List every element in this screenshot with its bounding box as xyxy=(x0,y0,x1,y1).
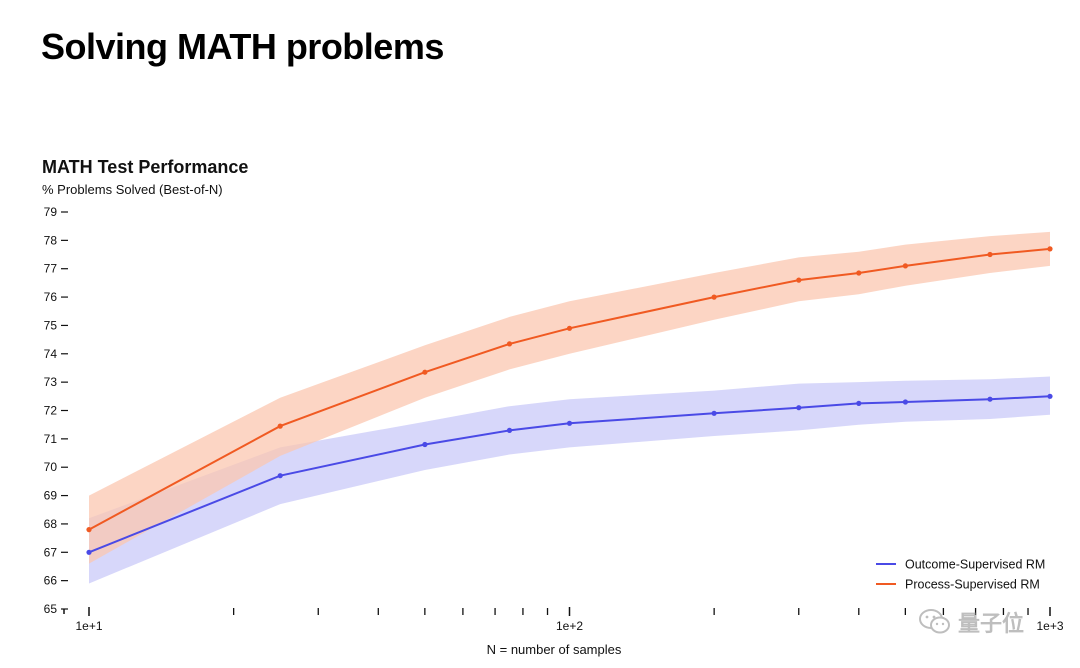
y-tick-label: 65 xyxy=(44,602,58,616)
x-axis-label: N = number of samples xyxy=(487,642,622,657)
outcome-supervised-rm-point xyxy=(796,405,802,411)
confidence-bands xyxy=(89,231,1050,584)
x-tick-label: 1e+3 xyxy=(1036,619,1063,633)
y-tick-label: 74 xyxy=(44,347,58,361)
process-supervised-rm-point xyxy=(86,527,92,533)
outcome-supervised-rm-point xyxy=(856,400,862,406)
process-supervised-rm-point xyxy=(856,270,862,276)
process-supervised-rm-point xyxy=(422,369,428,375)
y-axis: 65 66 67 68 69 70 71 72 73 74 75 76 77 78 79 xyxy=(44,205,68,616)
wechat-logo-icon xyxy=(919,609,950,634)
y-tick-label: 67 xyxy=(44,545,58,559)
process-supervised-rm-point xyxy=(277,423,283,429)
y-tick-label: 71 xyxy=(44,432,58,446)
x-axis: 1e+1 1e+2 1e+3 xyxy=(63,607,1064,633)
y-tick-label: 69 xyxy=(44,489,58,503)
y-tick-label: 72 xyxy=(44,404,58,418)
y-tick-label: 76 xyxy=(44,290,58,304)
outcome-supervised-rm-point xyxy=(987,396,993,402)
page-title: Solving MATH problems xyxy=(41,26,444,67)
y-axis-label: % Problems Solved (Best-of-N) xyxy=(42,182,223,197)
process-supervised-rm-point xyxy=(506,341,513,347)
process-supervised-rm-band xyxy=(89,231,1050,564)
process-supervised-rm-point xyxy=(796,277,802,283)
legend-label: Outcome-Supervised RM xyxy=(905,558,1045,572)
legend: Outcome-Supervised RM Process-Supervised … xyxy=(876,558,1045,592)
series-points xyxy=(86,246,1053,555)
chart-title: MATH Test Performance xyxy=(42,157,249,177)
process-supervised-rm-point xyxy=(902,263,909,269)
y-tick-label: 70 xyxy=(44,460,58,474)
outcome-supervised-rm-point xyxy=(902,399,909,405)
process-supervised-rm-point xyxy=(711,294,717,300)
y-tick-label: 73 xyxy=(44,375,58,389)
y-tick-label: 66 xyxy=(44,574,58,588)
watermark-text: 量子位 xyxy=(958,611,1025,636)
outcome-supervised-rm-point xyxy=(506,427,513,433)
outcome-supervised-rm-point xyxy=(711,410,717,416)
watermark: 量子位 xyxy=(918,606,1024,638)
process-supervised-rm-point xyxy=(1047,246,1053,252)
outcome-supervised-rm-point xyxy=(86,549,92,555)
process-supervised-rm-point xyxy=(987,251,993,258)
outcome-supervised-rm-band xyxy=(89,376,1050,584)
y-tick-label: 77 xyxy=(44,262,58,276)
legend-label: Process-Supervised RM xyxy=(905,578,1040,592)
y-tick-label: 68 xyxy=(44,517,58,531)
y-tick-label: 78 xyxy=(44,233,58,247)
process-supervised-rm-point xyxy=(566,325,573,331)
y-tick-label: 79 xyxy=(44,205,58,219)
outcome-supervised-rm-point xyxy=(422,441,428,448)
outcome-supervised-rm-point xyxy=(566,420,573,426)
outcome-supervised-rm-point xyxy=(1047,393,1053,399)
x-tick-label: 1e+1 xyxy=(75,619,102,633)
y-tick-label: 75 xyxy=(44,318,58,332)
x-tick-label: 1e+2 xyxy=(556,619,583,633)
outcome-supervised-rm-point xyxy=(277,473,283,479)
